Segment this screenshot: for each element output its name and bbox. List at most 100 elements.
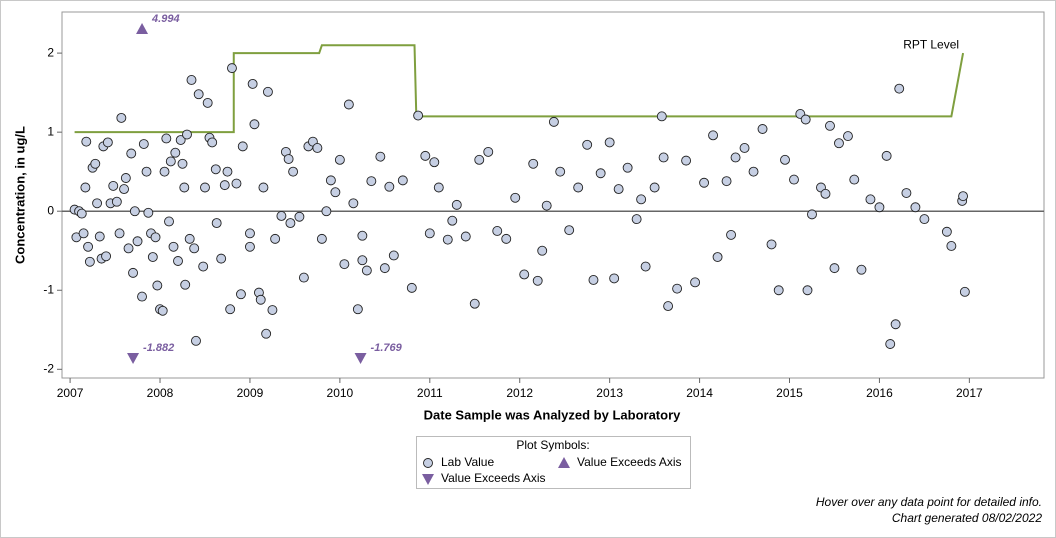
- data-point: [865, 194, 876, 205]
- data-point: [636, 194, 647, 205]
- data-point: [216, 253, 227, 264]
- data-point: [366, 176, 377, 187]
- data-point: [120, 173, 131, 183]
- data-point: [101, 251, 112, 262]
- data-point: [820, 188, 831, 199]
- data-point: [537, 245, 548, 256]
- data-point: [748, 166, 759, 177]
- data-point: [102, 137, 113, 148]
- data-point: [330, 187, 341, 198]
- data-point: [157, 305, 168, 316]
- data-point: [83, 241, 94, 252]
- data-point: [159, 166, 170, 177]
- data-point: [483, 146, 494, 157]
- data-point: [730, 152, 741, 163]
- data-point: [276, 210, 287, 221]
- legend-label: Lab Value: [441, 455, 494, 469]
- data-point: [211, 218, 222, 229]
- data-point: [658, 152, 669, 163]
- x-tick-label: 2014: [686, 386, 713, 400]
- data-point: [283, 154, 294, 164]
- data-point: [613, 184, 624, 195]
- data-point: [420, 150, 431, 161]
- data-point: [92, 198, 103, 209]
- data-point: [460, 231, 471, 242]
- data-point: [519, 269, 530, 280]
- data-point: [126, 148, 137, 159]
- data-point: [413, 110, 424, 121]
- data-point: [193, 89, 204, 100]
- data-point: [184, 233, 195, 244]
- data-point: [267, 305, 278, 315]
- footer-note: Chart generated 08/02/2022: [892, 511, 1042, 525]
- data-point: [298, 272, 309, 283]
- data-point: [186, 75, 197, 85]
- x-tick-label: 2008: [147, 386, 174, 400]
- data-point: [910, 202, 921, 213]
- data-point: [76, 208, 87, 219]
- x-tick-label: 2009: [237, 386, 264, 400]
- data-point: [802, 285, 813, 296]
- data-point: [339, 259, 350, 270]
- data-point: [885, 339, 896, 349]
- exceeds-axis-label: -1.882: [143, 342, 174, 354]
- data-point: [175, 135, 186, 146]
- data-point: [649, 182, 660, 193]
- legend-title: Plot Symbols:: [516, 438, 589, 452]
- data-point: [699, 177, 710, 188]
- data-point: [200, 182, 210, 193]
- data-point: [236, 289, 246, 300]
- x-axis-label: Date Sample was Analyzed by Laboratory: [424, 407, 681, 422]
- legend-symbol: [422, 474, 434, 485]
- y-tick-label: 2: [47, 45, 54, 59]
- x-tick-label: 2015: [776, 386, 803, 400]
- data-point: [726, 229, 737, 240]
- data-point: [429, 157, 440, 168]
- data-point: [258, 182, 269, 193]
- data-point: [681, 155, 692, 166]
- data-point: [81, 136, 92, 147]
- data-point: [90, 158, 101, 169]
- data-point: [164, 216, 174, 227]
- data-point: [361, 265, 372, 276]
- data-point: [123, 243, 134, 254]
- data-point: [573, 182, 584, 193]
- data-point: [800, 114, 811, 125]
- data-point: [244, 228, 255, 239]
- data-point: [321, 206, 332, 217]
- legend-label: Value Exceeds Axis: [577, 455, 682, 469]
- data-point: [474, 154, 485, 165]
- data-point: [262, 86, 273, 97]
- data-point: [137, 291, 147, 302]
- data-point: [191, 335, 201, 346]
- data-point: [780, 154, 790, 165]
- data-point: [672, 283, 683, 294]
- data-point: [237, 141, 248, 152]
- data-point: [78, 228, 89, 239]
- data-point: [179, 182, 190, 193]
- data-point: [249, 119, 260, 130]
- data-point: [834, 138, 844, 149]
- data-point: [348, 198, 359, 209]
- data-point: [132, 236, 143, 247]
- data-point: [202, 97, 213, 108]
- data-point: [108, 180, 119, 191]
- rpt-level-label: RPT Level: [903, 37, 959, 51]
- data-point: [564, 225, 575, 236]
- data-point: [316, 233, 327, 244]
- data-point: [622, 162, 633, 173]
- data-point: [773, 285, 784, 296]
- data-point: [874, 202, 885, 213]
- data-point: [343, 99, 354, 110]
- data-point: [582, 139, 593, 150]
- data-point: [210, 164, 221, 175]
- y-tick-label: -2: [43, 361, 54, 375]
- data-point: [501, 233, 512, 244]
- data-point: [129, 206, 140, 217]
- data-point: [959, 286, 970, 297]
- data-point: [807, 209, 817, 220]
- data-point: [170, 147, 181, 158]
- data-point: [406, 282, 417, 293]
- data-point: [180, 279, 191, 290]
- data-point: [941, 226, 952, 237]
